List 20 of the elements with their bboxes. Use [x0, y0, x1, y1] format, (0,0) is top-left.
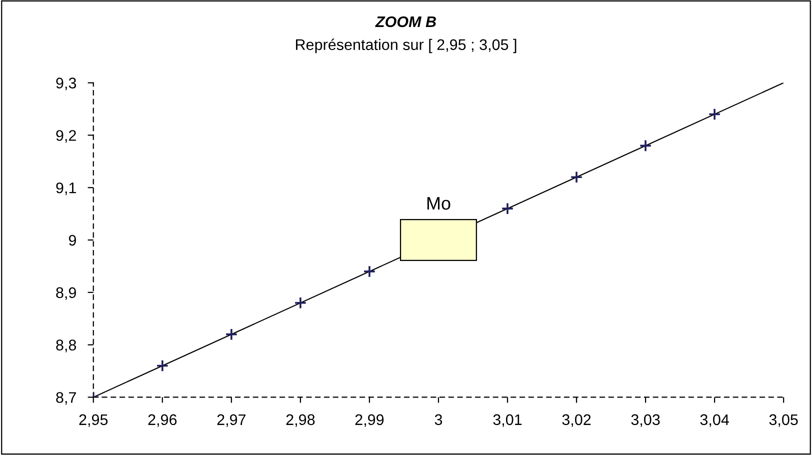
x-tick-label: 2,95 [79, 414, 108, 427]
x-tick-label: 2,98 [286, 414, 315, 427]
x-tick-label: 3,04 [700, 414, 729, 427]
y-tick-label: 8,9 [56, 287, 76, 300]
y-tick-label: 9,2 [56, 130, 76, 143]
x-tick-label: 3 [434, 414, 442, 426]
y-tick-label: 9 [68, 234, 76, 246]
x-tick-label: 3,03 [631, 414, 660, 427]
x-tick-label: 2,96 [148, 414, 177, 427]
y-tick-label: 9,1 [56, 182, 76, 196]
x-tick-label: 3,05 [769, 414, 798, 427]
y-tick-label: 9,3 [56, 78, 76, 90]
chart-subtitle: Représentation sur [ 2,95 ; 3,05 ] [296, 38, 516, 54]
chart-title: ZOOM B [375, 16, 436, 28]
y-tick-label: 8,7 [56, 392, 76, 405]
x-tick-label: 2,97 [217, 414, 246, 427]
x-tick-label: 3,02 [562, 414, 591, 427]
y-tick-label: 8,8 [56, 340, 76, 352]
x-tick-label: 2,99 [355, 414, 384, 427]
x-tick-label: 3,01 [493, 414, 522, 427]
